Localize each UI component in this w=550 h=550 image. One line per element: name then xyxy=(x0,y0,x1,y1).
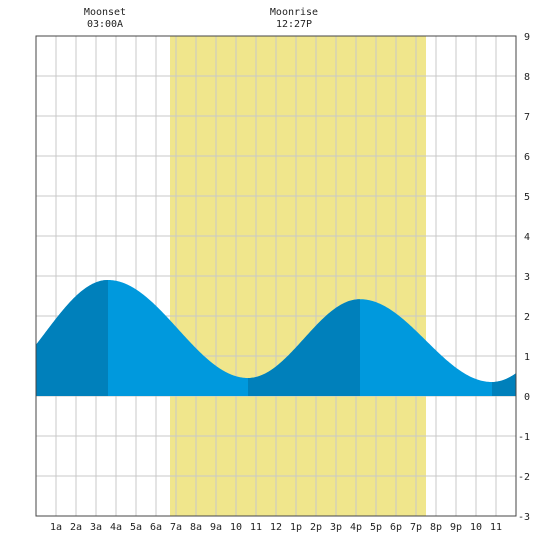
x-tick-label: 7p xyxy=(410,522,422,533)
x-tick-label: 9a xyxy=(210,522,222,533)
x-tick-label: 1p xyxy=(290,522,302,533)
plot-frame xyxy=(35,35,517,517)
x-tick-label: 8a xyxy=(190,522,202,533)
x-tick-label: 4p xyxy=(350,522,362,533)
x-tick-label: 2a xyxy=(70,522,82,533)
x-tick-label: 1a xyxy=(50,522,62,533)
tide-area-dark-band xyxy=(36,280,108,396)
x-tick-label: 5a xyxy=(130,522,142,533)
y-tick-label: -3 xyxy=(518,512,530,523)
x-tick-label: 10 xyxy=(470,522,482,533)
x-tick-label: 6p xyxy=(390,522,402,533)
x-tick-label: 10 xyxy=(230,522,242,533)
x-tick-label: 9p xyxy=(450,522,462,533)
x-tick-label: 2p xyxy=(310,522,322,533)
y-tick-label: -2 xyxy=(518,472,530,483)
y-tick-label: 0 xyxy=(524,392,530,403)
annotation-label: Moonrise xyxy=(270,7,318,18)
tide-area-dark-band xyxy=(492,373,516,396)
y-tick-label: 1 xyxy=(524,352,530,363)
y-tick-label: 9 xyxy=(524,32,530,43)
y-tick-label: 2 xyxy=(524,312,530,323)
y-tick-label: 7 xyxy=(524,112,530,123)
x-tick-label: 11 xyxy=(250,522,262,533)
y-tick-label: 5 xyxy=(524,192,530,203)
x-tick-label: 7a xyxy=(170,522,182,533)
y-tick-label: 3 xyxy=(524,272,530,283)
x-tick-label: 6a xyxy=(150,522,162,533)
annotation-time: 12:27P xyxy=(276,19,312,30)
x-tick-label: 3p xyxy=(330,522,342,533)
y-tick-label: 4 xyxy=(524,232,530,243)
x-tick-label: 8p xyxy=(430,522,442,533)
y-tick-label: -1 xyxy=(518,432,530,443)
tide-area-dark-band xyxy=(248,299,360,396)
tide-area xyxy=(36,280,516,396)
x-tick-label: 3a xyxy=(90,522,102,533)
annotation-time: 03:00A xyxy=(87,19,123,30)
x-tick-label: 11 xyxy=(490,522,502,533)
y-tick-label: 8 xyxy=(524,72,530,83)
x-tick-label: 5p xyxy=(370,522,382,533)
x-tick-label: 12 xyxy=(270,522,282,533)
y-tick-label: 6 xyxy=(524,152,530,163)
annotation-label: Moonset xyxy=(84,7,126,18)
x-tick-label: 4a xyxy=(110,522,122,533)
